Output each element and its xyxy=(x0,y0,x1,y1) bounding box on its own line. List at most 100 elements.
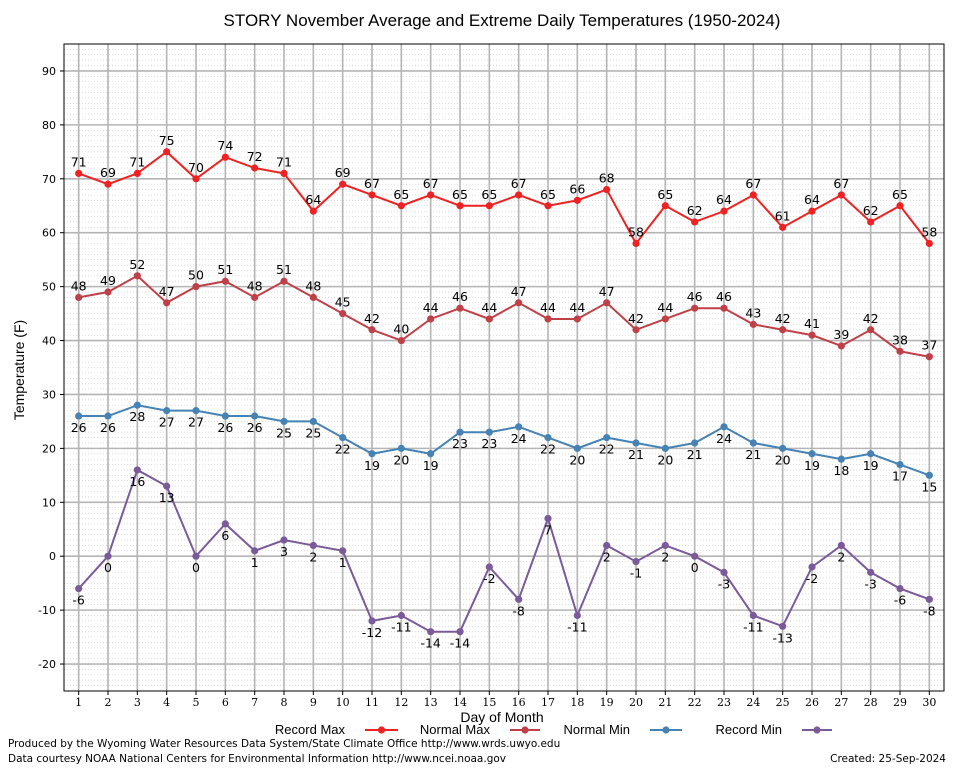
record-min-data-label: 16 xyxy=(129,474,145,489)
record-max-data-label: 65 xyxy=(892,187,908,202)
record-min-data-label: -6 xyxy=(894,593,907,608)
record-max-point xyxy=(779,223,787,231)
normal-max-point xyxy=(251,293,259,302)
normal-max-data-label: 50 xyxy=(188,268,204,283)
record-max-data-label: 62 xyxy=(863,203,879,218)
normal-max-point xyxy=(368,326,376,334)
normal-max-data-label: 43 xyxy=(745,305,761,320)
normal-min-point xyxy=(456,428,464,436)
normal-max-data-label: 39 xyxy=(833,327,849,342)
normal-min-point xyxy=(515,423,523,431)
record-min-point xyxy=(163,482,171,490)
normal-max-data-label: 51 xyxy=(276,262,292,277)
x-tick-label: 29 xyxy=(893,696,907,709)
record-max-data-label: 71 xyxy=(129,154,145,169)
normal-min-data-label: 28 xyxy=(129,409,145,424)
record-max-point xyxy=(280,169,288,177)
normal-min-data-label: 18 xyxy=(833,463,849,478)
record-min-data-label: 13 xyxy=(159,490,175,505)
normal-min-point xyxy=(221,412,229,420)
record-max-point xyxy=(544,202,552,210)
record-max-series: 71 69 71 75 70 74 72 71 64 69 67 65 67 65 65 67 65 66 68 58… xyxy=(71,133,937,248)
record-max-point xyxy=(427,191,435,199)
normal-min-data-label: 21 xyxy=(687,447,703,462)
record-min-point xyxy=(192,552,200,560)
normal-max-point xyxy=(163,299,171,307)
normal-min-data-label: 27 xyxy=(188,415,204,430)
record-min-data-label: -1 xyxy=(630,566,642,581)
record-min-point xyxy=(221,520,229,528)
legend-label-normal-max: Normal Max xyxy=(420,722,491,737)
normal-max-data-label: 40 xyxy=(393,322,409,337)
record-max-point xyxy=(339,180,347,188)
x-tick-label: 25 xyxy=(776,696,790,709)
normal-min-data-label: 25 xyxy=(305,425,321,440)
normal-min-point xyxy=(339,433,347,442)
normal-min-data-label: 24 xyxy=(511,431,527,446)
record-max-data-label: 65 xyxy=(481,187,497,202)
normal-max-point xyxy=(603,299,611,307)
normal-min-point xyxy=(632,439,640,447)
x-tick-label: 8 xyxy=(281,696,288,709)
normal-min-data-label: 26 xyxy=(71,420,87,435)
normal-max-point xyxy=(573,315,581,323)
record-max-point xyxy=(515,191,523,199)
record-min-point xyxy=(925,595,933,603)
normal-max-point xyxy=(456,304,464,312)
record-min-point xyxy=(573,611,581,620)
record-max-point xyxy=(808,207,816,215)
normal-min-series: 26 26 28 27 27 26 26 25 25 22 19 20 19 23 23 24 22 20 22 21… xyxy=(71,401,937,494)
record-max-data-label: 65 xyxy=(393,187,409,202)
y-tick-label: 90 xyxy=(42,65,56,78)
normal-min-point xyxy=(837,455,845,463)
x-tick-label: 1 xyxy=(75,696,82,709)
credit-line-1: Produced by the Wyoming Water Resources … xyxy=(8,738,561,750)
y-tick-label: 80 xyxy=(42,119,56,132)
normal-min-line xyxy=(78,404,930,477)
x-tick-label: 9 xyxy=(310,696,317,709)
record-max-data-label: 72 xyxy=(247,149,263,164)
record-max-data-label: 67 xyxy=(423,176,439,191)
legend-label-record-max: Record Max xyxy=(275,722,346,737)
record-min-data-label: -2 xyxy=(806,571,818,586)
legend-marker-normal-min xyxy=(662,726,670,734)
legend-label-normal-min: Normal Min xyxy=(564,722,630,737)
normal-min-data-label: 20 xyxy=(775,452,791,467)
y-tick-label: 50 xyxy=(42,281,56,294)
normal-min-point xyxy=(75,412,83,420)
record-max-point xyxy=(163,148,171,156)
record-max-data-label: 71 xyxy=(71,154,87,169)
record-max-data-label: 71 xyxy=(276,154,292,169)
record-max-data-label: 65 xyxy=(540,187,556,202)
y-tick-label: 0 xyxy=(49,550,56,563)
x-tick-label: 22 xyxy=(688,696,702,709)
legend-marker-record-max xyxy=(377,726,386,734)
record-max-point xyxy=(691,218,699,226)
normal-min-data-label: 22 xyxy=(599,442,615,457)
normal-max-data-label: 44 xyxy=(423,300,439,315)
record-min-point xyxy=(867,568,875,576)
record-min-data-label: 1 xyxy=(251,555,259,570)
normal-max-data-label: 45 xyxy=(335,295,351,310)
record-max-point xyxy=(573,196,581,204)
record-max-point xyxy=(867,218,875,226)
x-tick-label: 17 xyxy=(541,696,555,709)
normal-max-point xyxy=(515,299,523,307)
record-max-point xyxy=(720,207,728,215)
normal-max-data-label: 44 xyxy=(569,300,585,315)
normal-min-data-label: 25 xyxy=(276,425,292,440)
normal-min-point xyxy=(427,450,435,458)
normal-max-data-label: 49 xyxy=(100,273,116,288)
y-tick-label: 60 xyxy=(42,227,56,240)
x-tick-label: 15 xyxy=(482,696,496,709)
legend-label-record-min: Record Min xyxy=(716,722,782,737)
normal-min-data-label: 23 xyxy=(452,436,468,451)
normal-min-point xyxy=(397,444,405,452)
normal-max-line xyxy=(78,274,930,358)
normal-max-point xyxy=(749,320,757,328)
x-tick-label: 21 xyxy=(658,696,672,709)
